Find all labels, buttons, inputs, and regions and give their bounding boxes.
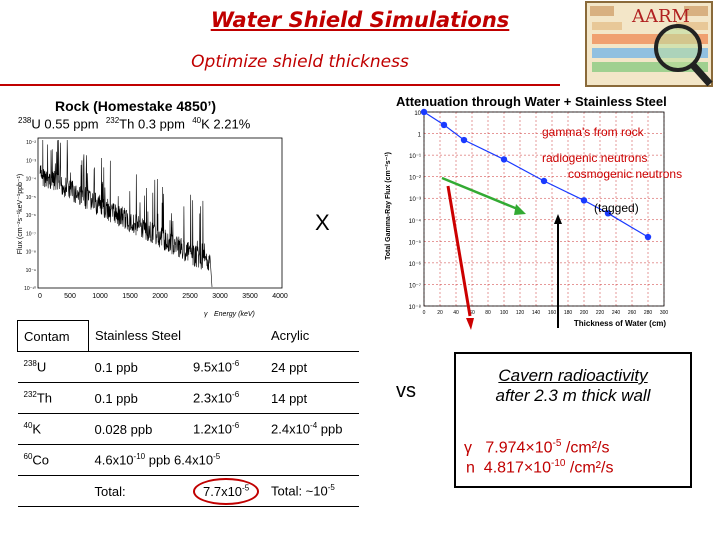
spectrum-y-tick: 10⁻⁵	[26, 195, 36, 201]
spectrum-x-label-prefix: γ	[204, 311, 208, 318]
slide-title: Water Shield Simulations	[210, 8, 510, 32]
gamma-rate: γ 7.974×10-5 /cm²/s	[464, 438, 610, 457]
attenuation-y-tick: 10⁻¹	[409, 154, 421, 160]
x-mark: X	[315, 210, 330, 235]
aarm-logo: AARM	[585, 1, 713, 87]
attenuation-x-tick: 160	[548, 310, 557, 316]
spectrum-x-tick: 4000	[272, 293, 288, 300]
title-divider	[0, 84, 560, 86]
attenuation-curve	[423, 111, 649, 238]
attenuation-y-tick: 10⁻⁸	[409, 304, 422, 311]
attenuation-x-tick: 300	[660, 310, 669, 316]
spectrum-x-tick: 2000	[152, 293, 168, 300]
spectrum-x-tick: 2500	[182, 293, 198, 300]
attenuation-x-tick: 200	[580, 310, 589, 316]
attenuation-x-label: Thickness of Water (cm)	[574, 319, 667, 328]
spectrum-y-tick: 10⁻⁴	[26, 177, 36, 183]
spectrum-y-tick: 10⁻³	[26, 158, 36, 164]
attenuation-x-tick: 180	[564, 310, 573, 316]
attenuation-y-tick: 10⁻⁵	[409, 239, 422, 246]
attenuation-x-tick: 220	[596, 310, 605, 316]
data-point	[420, 108, 428, 116]
header-acrylic: Acrylic	[265, 320, 359, 352]
attenuation-x-tick: 120	[516, 310, 525, 316]
attenuation-x-tick: 40	[453, 310, 459, 316]
red-arrow-head	[466, 318, 474, 330]
data-point	[500, 156, 508, 163]
spectrum-y-tick: 10⁻⁹	[26, 268, 36, 274]
gamma-spectrum-chart: 10⁻² 10⁻³ 10⁻⁴ 10⁻⁵ 10⁻⁶ 10⁻⁷ 10⁻⁸ 10⁻⁹ 10⁻¹⁰ 0 5…	[17, 137, 288, 318]
attenuation-y-tick: 10	[414, 111, 421, 117]
green-arrow-head	[514, 204, 526, 215]
legend-cosmogenic-neutrons: cosmogenic neutrons	[568, 167, 682, 181]
attenuation-y-tick: 10⁻³	[409, 197, 421, 203]
spectrum-x-tick: 1500	[122, 293, 138, 300]
black-arrow-head	[554, 214, 562, 224]
attenuation-y-tick: 10⁻⁶	[409, 261, 422, 268]
spectrum-x-tick: 1000	[92, 293, 108, 300]
legend-gamma-rock: gamma's from rock	[542, 125, 645, 139]
spectrum-frame	[37, 137, 283, 289]
total-ss-circled: 7.7x10-5	[193, 477, 260, 505]
spectrum-y-tick: 10⁻¹⁰	[24, 286, 36, 292]
data-point	[644, 233, 652, 241]
data-point	[440, 121, 448, 129]
spectrum-x-tick: 500	[64, 293, 76, 300]
spectrum-y-tick: 10⁻⁷	[26, 231, 36, 237]
attenuation-x-tick: 240	[612, 310, 621, 316]
cavern-title: Cavern radioactivity	[498, 366, 648, 385]
header-contam: Contam	[17, 320, 89, 352]
neutron-rate: n 4.817×10-10 /cm²/s	[466, 458, 614, 477]
spectrum-x-tick: 3500	[242, 293, 258, 300]
data-point	[604, 210, 612, 217]
attenuation-y-tick: 10⁻⁷	[409, 282, 421, 289]
green-arrow-line	[441, 176, 521, 212]
rock-composition: 238U 0.55 ppm 232Th 0.3 ppm 40K 2.21%	[18, 116, 251, 132]
spectrum-y-tick: 10⁻²	[26, 140, 36, 146]
rock-title: Rock (Homestake 4850’)	[55, 98, 217, 114]
red-arrow-line	[446, 185, 472, 317]
cavern-subtitle: after 2.3 m thick wall	[495, 386, 651, 405]
spectrum-y-tick: 10⁻⁶	[26, 213, 36, 219]
table-total-row: Total: 7.7x10-5 Total: ~10-5	[17, 475, 359, 507]
attenuation-x-tick: 140	[532, 310, 541, 316]
data-point	[580, 197, 588, 204]
attenuation-x-tick: 260	[628, 310, 637, 316]
cavern-box: Cavern radioactivity after 2.3 m thick w…	[454, 352, 692, 488]
header-stainless: Stainless Steel	[88, 320, 187, 352]
attenuation-x-tick: 280	[644, 310, 653, 316]
attenuation-y-tick: 10⁻⁴	[409, 218, 422, 225]
attenuation-x-tick: 60	[469, 310, 475, 316]
attenuation-x-tick: 0	[423, 310, 426, 316]
table-row: 40K 0.028 ppb 1.2x10-6 2.4x10-4 ppb	[17, 413, 359, 445]
tagged-label: (tagged)	[594, 201, 639, 215]
attenuation-frame	[423, 111, 665, 307]
attenuation-x-tick: 20	[437, 310, 443, 316]
legend-radiogenic-neutrons: radiogenic neutrons	[542, 151, 647, 165]
attenuation-title: Attenuation through Water + Stainless St…	[396, 94, 667, 109]
spectrum-x-tick: 3000	[212, 293, 228, 300]
table-header-row: Contam Stainless Steel Acrylic	[17, 320, 359, 352]
attenuation-y-tick: 1	[418, 133, 422, 139]
spectrum-line	[39, 139, 213, 288]
vs-label: vs	[396, 380, 416, 402]
spectrum-x-tick: 0	[38, 293, 42, 300]
attenuation-x-tick: 100	[500, 310, 509, 316]
attenuation-y-label: Total Gamma-Ray Flux (cm⁻²s⁻¹)	[385, 152, 392, 260]
attenuation-chart: 10 1 10⁻¹ 10⁻² 10⁻³ 10⁻⁴ 10⁻⁵ 10⁻⁶ 10⁻⁷ 10⁻⁸ 0 20 4…	[385, 108, 682, 330]
table-row: 232Th 0.1 ppb 2.3x10-6 14 ppt	[17, 382, 359, 414]
data-point	[460, 136, 468, 144]
contamination-table: Contam Stainless Steel Acrylic 238U 0.1 …	[17, 320, 359, 507]
total-label: Total:	[88, 475, 187, 507]
table-row: 60Co 4.6x10-10 ppb 6.4x10-5	[17, 444, 359, 476]
aarm-logo-text: AARM	[631, 6, 690, 27]
attenuation-x-tick: 80	[485, 310, 491, 316]
data-point	[540, 177, 548, 185]
spectrum-y-label: Flux (cm⁻²s⁻¹keV⁻¹ppb⁻¹)	[17, 174, 24, 255]
table-row: 238U 0.1 ppb 9.5x10-6 24 ppt	[17, 351, 359, 383]
slide-subtitle: Optimize shield thickness	[191, 52, 409, 72]
spectrum-x-label: Energy (keV)	[214, 311, 255, 318]
spectrum-y-tick: 10⁻⁸	[26, 250, 36, 256]
attenuation-y-tick: 10⁻²	[409, 176, 421, 182]
